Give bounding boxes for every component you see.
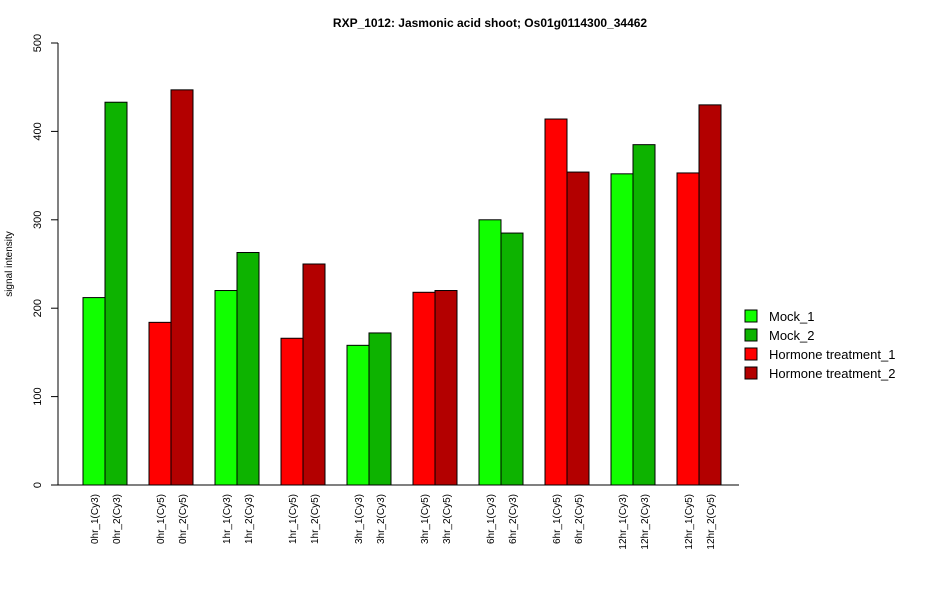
legend-swatch <box>744 347 758 361</box>
y-tick-label: 0 <box>32 482 44 488</box>
bar-group: 3hr_1(Cy3) 3hr_2(Cy3) <box>346 332 392 544</box>
x-tick-label: 3hr_2(Cy3) <box>376 494 387 544</box>
legend-item: Mock_2 <box>744 328 815 343</box>
bars-layer: 0hr_1(Cy3) 0hr_2(Cy3) 0hr_1(Cy5) 0hr_2(Cy5)… <box>82 89 722 550</box>
bar-group: 1hr_1(Cy5) 1hr_2(Cy5) <box>280 263 326 544</box>
bar <box>610 173 634 486</box>
x-tick-label: 0hr_1(Cy3) <box>90 494 101 544</box>
bar-group: 1hr_1(Cy3) 1hr_2(Cy3) <box>214 252 260 544</box>
bar <box>478 219 502 486</box>
legend-label: Mock_2 <box>769 328 815 343</box>
legend-item: Mock_1 <box>744 309 815 324</box>
bar <box>698 104 722 486</box>
y-tick-label: 200 <box>32 299 44 317</box>
y-tick-label: 400 <box>32 122 44 140</box>
chart-title: RXP_1012: Jasmonic acid shoot; Os01g0114… <box>333 16 648 30</box>
bar <box>236 252 260 486</box>
legend-item: Hormone treatment_2 <box>744 366 895 381</box>
bar <box>412 291 436 486</box>
x-tick-label: 0hr_1(Cy5) <box>156 494 167 544</box>
x-tick-label: 6hr_1(Cy5) <box>552 494 563 544</box>
bar <box>632 144 656 486</box>
bar <box>280 337 304 486</box>
x-tick-label: 12hr_1(Cy5) <box>684 494 695 550</box>
bar <box>302 263 326 486</box>
bar-group: 0hr_1(Cy3) 0hr_2(Cy3) <box>82 101 128 544</box>
x-tick-label: 3hr_1(Cy3) <box>354 494 365 544</box>
legend-label: Hormone treatment_1 <box>769 347 895 362</box>
bar <box>544 118 568 486</box>
x-tick-label: 0hr_2(Cy5) <box>178 494 189 544</box>
y-tick-label: 500 <box>32 34 44 52</box>
x-tick-label: 3hr_1(Cy5) <box>420 494 431 544</box>
x-tick-label: 6hr_1(Cy3) <box>486 494 497 544</box>
bar-group: 6hr_1(Cy3) 6hr_2(Cy3) <box>478 219 524 544</box>
bar <box>104 101 128 486</box>
bar <box>170 89 194 486</box>
bar-group: 0hr_1(Cy5) 0hr_2(Cy5) <box>148 89 194 544</box>
bar <box>676 172 700 486</box>
bar <box>82 297 106 486</box>
x-tick-label: 12hr_2(Cy5) <box>706 494 717 550</box>
bar-group: 12hr_1(Cy5) 12hr_2(Cy5) <box>676 104 722 550</box>
y-axis-label: signal intensity <box>4 231 15 297</box>
y-tick-label: 100 <box>32 387 44 405</box>
bar-group: 12hr_1(Cy3) 12hr_2(Cy3) <box>610 144 656 550</box>
y-tick-label: 300 <box>32 211 44 229</box>
bar <box>148 321 172 486</box>
x-tick-label: 6hr_2(Cy5) <box>574 494 585 544</box>
x-tick-label: 1hr_2(Cy3) <box>244 494 255 544</box>
bar <box>368 332 392 486</box>
bar <box>214 290 238 486</box>
x-tick-label: 12hr_2(Cy3) <box>640 494 651 550</box>
bar-group: 6hr_1(Cy5) 6hr_2(Cy5) <box>544 118 590 544</box>
legend-label: Hormone treatment_2 <box>769 366 895 381</box>
bar <box>346 344 370 486</box>
legend-swatch <box>744 309 758 323</box>
legend-item: Hormone treatment_1 <box>744 347 895 362</box>
legend-label: Mock_1 <box>769 309 815 324</box>
bar <box>500 232 524 486</box>
x-tick-label: 6hr_2(Cy3) <box>508 494 519 544</box>
legend-swatch <box>744 366 758 380</box>
x-tick-label: 1hr_1(Cy5) <box>288 494 299 544</box>
bar-group: 3hr_1(Cy5) 3hr_2(Cy5) <box>412 290 458 544</box>
bar <box>566 171 590 486</box>
bar <box>434 290 458 486</box>
legend-swatch <box>744 328 758 342</box>
x-tick-label: 1hr_2(Cy5) <box>310 494 321 544</box>
x-tick-label: 0hr_2(Cy3) <box>112 494 123 544</box>
x-tick-label: 12hr_1(Cy3) <box>618 494 629 550</box>
x-tick-label: 1hr_1(Cy3) <box>222 494 233 544</box>
legend: Mock_1 Mock_2 Hormone treatment_1 Hormone t… <box>744 309 895 381</box>
x-tick-label: 3hr_2(Cy5) <box>442 494 453 544</box>
